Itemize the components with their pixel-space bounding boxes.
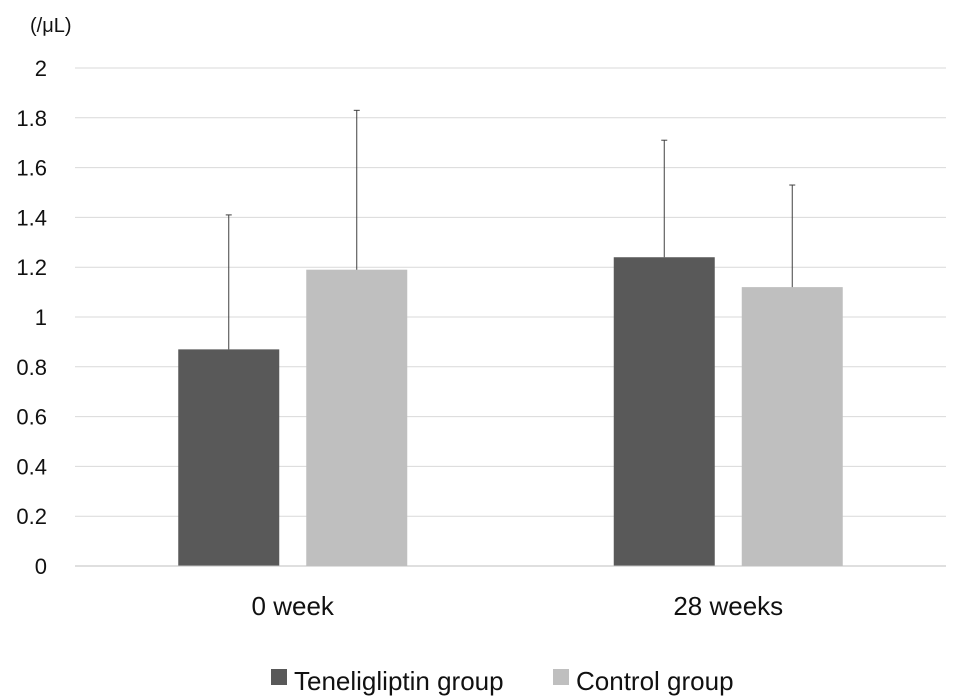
legend-label: Control group [576, 666, 734, 696]
y-tick-label: 1.8 [16, 106, 47, 131]
y-tick-label: 1.2 [16, 255, 47, 280]
legend: Teneligliptin group Control group [271, 666, 734, 696]
x-tick-label: 28 weeks [673, 591, 783, 621]
x-axis-labels: 0 week 28 weeks [252, 591, 784, 621]
y-axis-unit-label: (/μL) [30, 15, 72, 37]
bar [613, 257, 715, 566]
y-axis-ticks: 0 0.2 0.4 0.6 0.8 1 1.2 1.4 1.6 1.8 2 [16, 56, 47, 579]
bar [741, 287, 843, 566]
y-tick-label: 0.4 [16, 454, 47, 479]
bar [306, 269, 408, 566]
bars [178, 257, 843, 566]
legend-label: Teneligliptin group [294, 666, 504, 696]
y-tick-label: 1 [35, 305, 47, 330]
y-tick-label: 0.2 [16, 504, 47, 529]
y-tick-label: 2 [35, 56, 47, 81]
x-tick-label: 0 week [252, 591, 335, 621]
y-tick-label: 0 [35, 554, 47, 579]
y-tick-label: 0.8 [16, 355, 47, 380]
y-tick-label: 1.6 [16, 156, 47, 181]
error-bars [225, 109, 796, 350]
legend-swatch [553, 669, 569, 685]
legend-swatch [271, 669, 287, 685]
bar [178, 349, 280, 566]
y-tick-label: 1.4 [16, 205, 47, 230]
y-tick-label: 0.6 [16, 405, 47, 430]
